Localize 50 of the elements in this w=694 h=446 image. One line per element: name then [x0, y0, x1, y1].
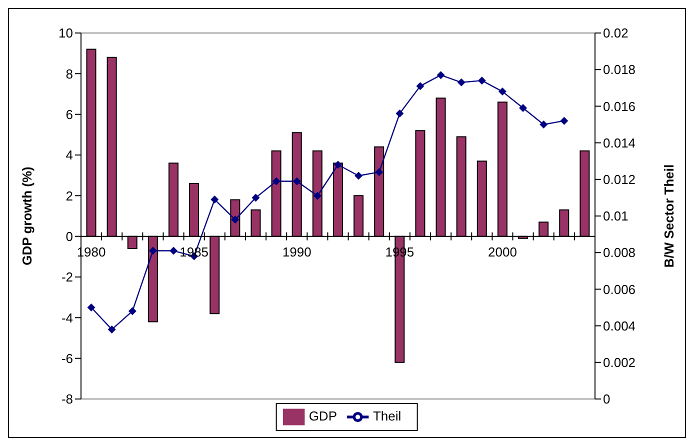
y2-tick-label: 0.016: [603, 98, 636, 114]
point: [313, 192, 322, 200]
y-tick-label: 0: [66, 228, 73, 244]
y2-tick-label: 0.004: [603, 318, 636, 334]
x-tick-label: 1990: [282, 244, 312, 260]
point: [540, 120, 548, 128]
y-tick-label: 6: [66, 106, 73, 122]
y-tick-label: 10: [58, 26, 73, 41]
y2-tick-label: 0.008: [603, 245, 636, 260]
point: [334, 160, 342, 169]
y2-tick-label: 0.014: [603, 135, 636, 150]
y2-axis-title: B/W Sector Theil: [662, 164, 677, 268]
y2-tick-label: 0: [603, 392, 610, 407]
y2-tick-label: 0.006: [603, 282, 636, 297]
point: [457, 78, 466, 86]
point: [128, 307, 136, 316]
point: [436, 71, 445, 80]
y2-tick-label: 0.018: [603, 62, 636, 78]
y2-tick-label: 0.012: [603, 172, 636, 188]
y2-tick-label: 0.01: [603, 208, 628, 224]
point: [354, 172, 363, 180]
point: [252, 194, 260, 202]
point: [272, 177, 280, 186]
point: [148, 246, 157, 255]
point: [560, 116, 568, 125]
y-tick-label: -2: [61, 270, 73, 285]
y-tick-label: 4: [66, 148, 73, 163]
y-tick-label: 8: [66, 66, 73, 82]
y2-tick-label: 0.02: [603, 26, 628, 41]
point: [396, 110, 404, 118]
y-tick-label: -6: [61, 350, 73, 366]
point: [498, 88, 506, 96]
legend-label: Theil: [372, 408, 402, 424]
point: [231, 216, 240, 224]
point: [108, 325, 116, 334]
point: [478, 76, 486, 85]
y2-tick-label: 0.002: [603, 355, 636, 370]
point: [87, 304, 96, 312]
point: [292, 177, 301, 186]
y-tick-label: -8: [61, 392, 73, 407]
point: [170, 246, 178, 255]
legend-label: GDP: [308, 408, 337, 424]
point: [375, 168, 384, 176]
x-tick-label: 2000: [488, 244, 517, 260]
point: [210, 196, 219, 204]
point: [416, 82, 424, 90]
point: [519, 104, 528, 112]
y-tick-label: -4: [61, 310, 73, 326]
y-tick-label: 2: [66, 188, 73, 204]
y-axis-title: GDP growth (%): [20, 166, 35, 266]
